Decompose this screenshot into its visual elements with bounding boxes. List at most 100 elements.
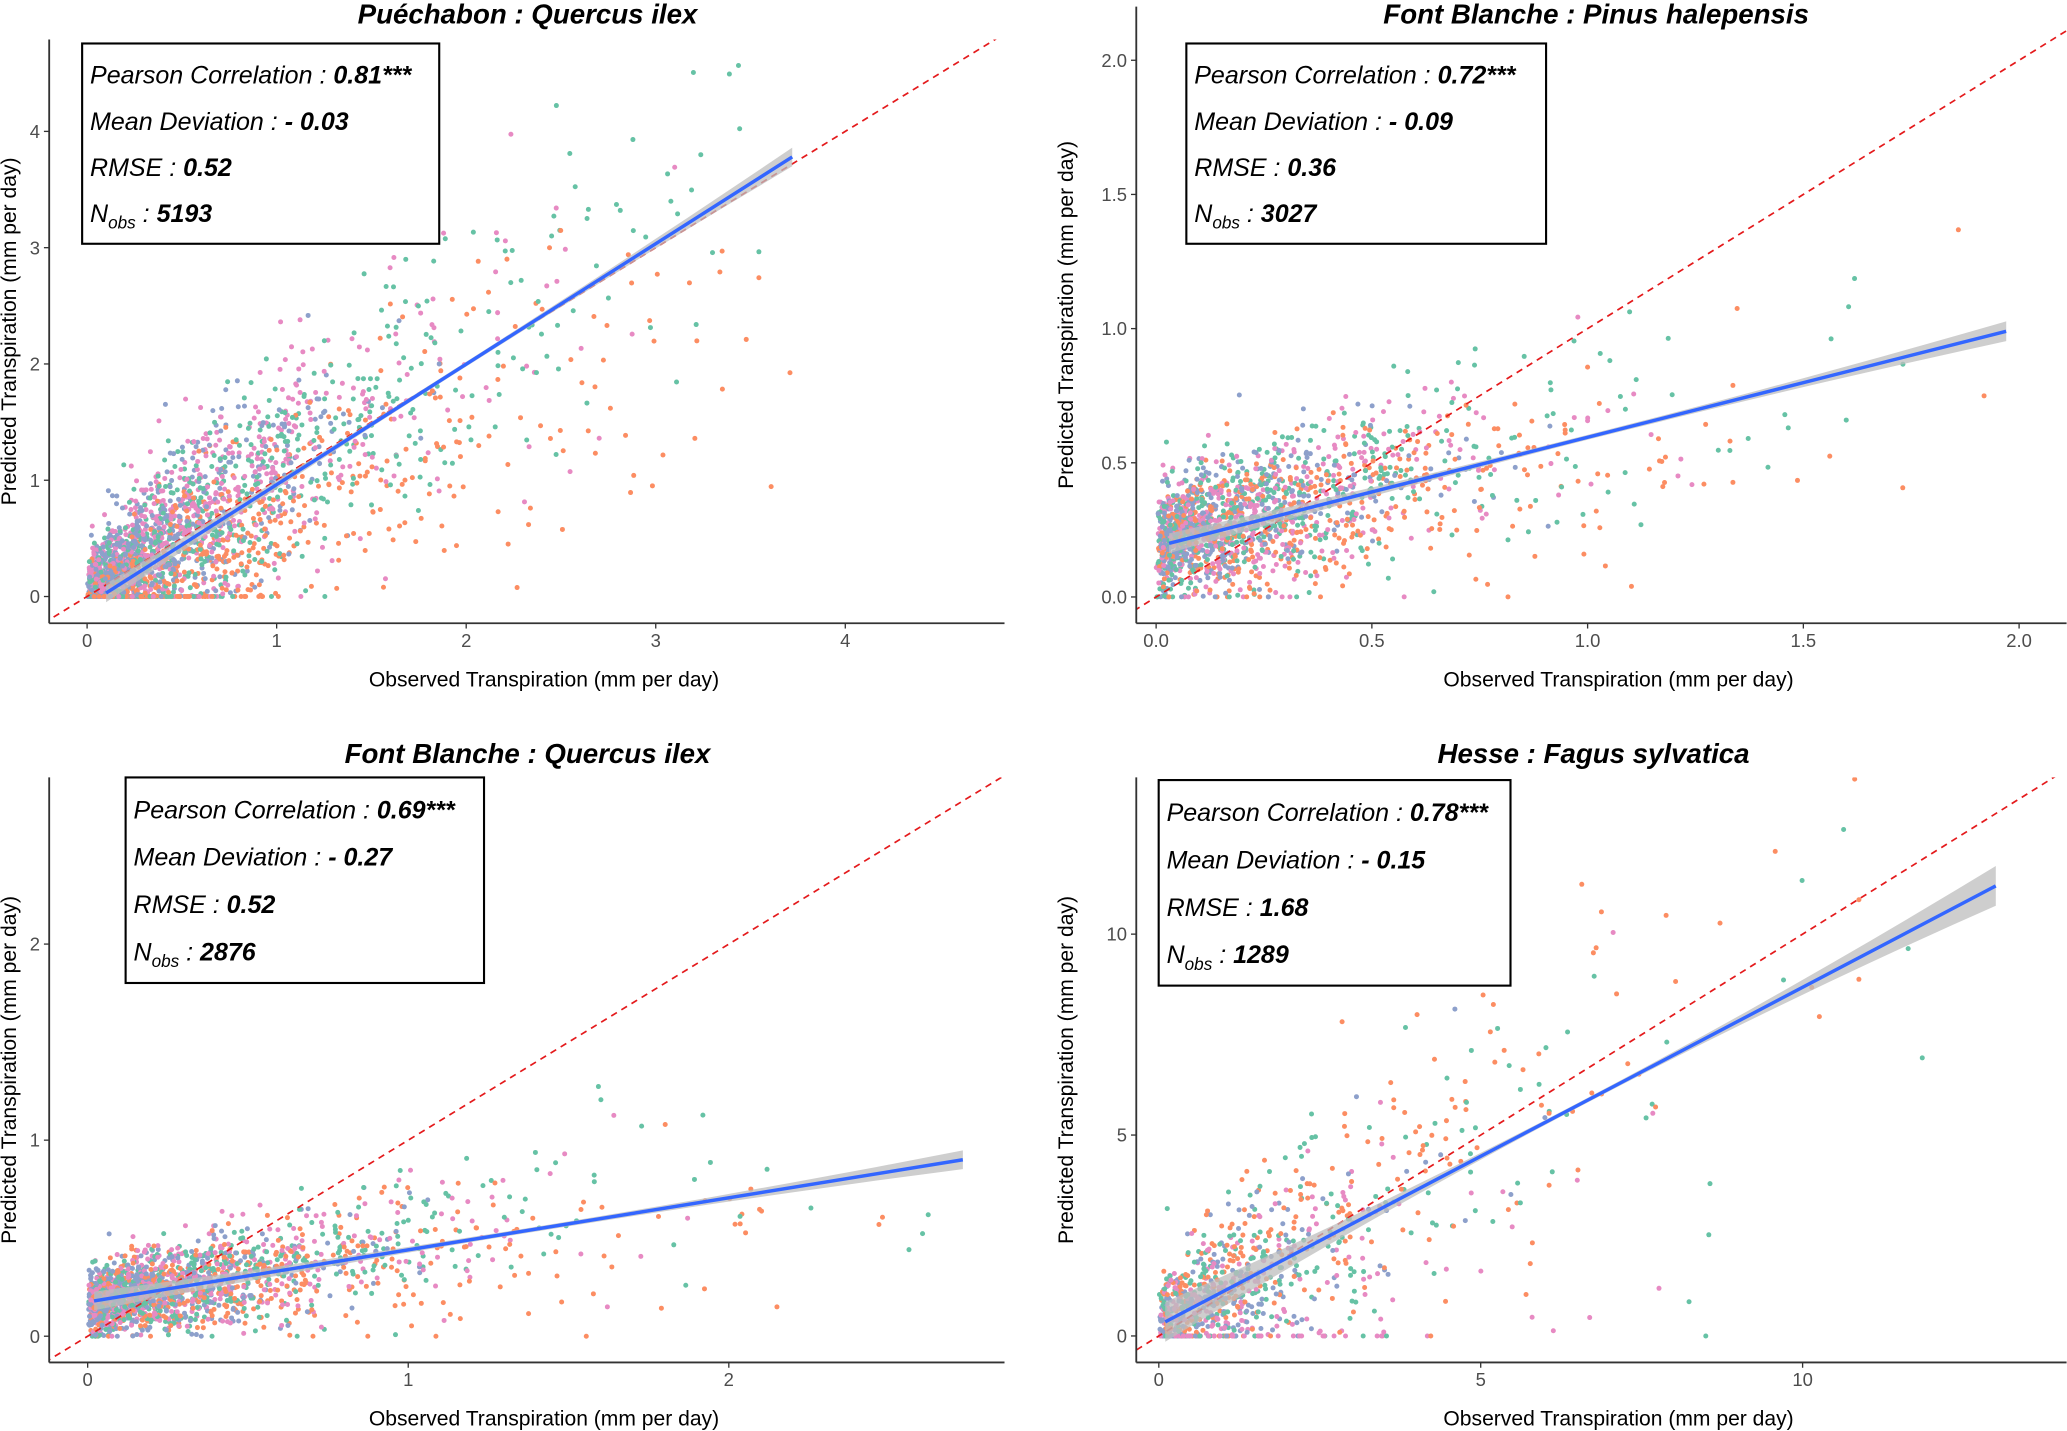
data-point — [1246, 557, 1252, 563]
data-point — [283, 416, 289, 422]
data-point — [446, 418, 452, 424]
data-point — [1339, 517, 1345, 523]
data-point — [1605, 408, 1611, 414]
data-point — [1252, 564, 1258, 570]
data-point — [272, 517, 278, 523]
data-point — [1422, 385, 1428, 391]
data-point — [268, 594, 274, 600]
data-point — [1220, 451, 1226, 457]
data-point — [1271, 490, 1277, 496]
data-point — [174, 523, 180, 529]
data-point — [268, 436, 274, 442]
data-point — [194, 466, 200, 472]
data-point — [493, 230, 499, 236]
data-point — [1622, 406, 1628, 412]
data-point — [151, 501, 157, 507]
data-point — [347, 448, 353, 454]
data-point — [186, 570, 192, 576]
data-point — [1405, 433, 1411, 439]
data-point — [163, 483, 169, 489]
data-point — [275, 594, 281, 600]
data-point — [202, 558, 208, 564]
data-point — [1346, 571, 1352, 577]
data-point — [218, 428, 224, 434]
data-point — [1451, 508, 1457, 514]
data-point — [1303, 513, 1309, 519]
data-point — [200, 486, 206, 492]
data-point — [1524, 472, 1531, 478]
data-point — [285, 438, 291, 444]
data-point — [1210, 561, 1216, 567]
data-point — [160, 510, 166, 516]
data-point — [286, 420, 292, 427]
data-point — [1333, 560, 1339, 566]
data-point — [161, 1231, 167, 1237]
data-point — [1373, 470, 1379, 476]
data-point — [127, 511, 133, 517]
data-point — [1256, 446, 1262, 452]
data-point — [1160, 544, 1166, 550]
data-point — [607, 405, 613, 411]
data-point — [1473, 410, 1479, 416]
data-point — [1290, 528, 1296, 534]
data-point — [382, 576, 388, 582]
stat-label: N — [90, 200, 109, 228]
data-point — [204, 504, 210, 510]
data-point — [1312, 527, 1318, 533]
data-point — [179, 578, 185, 584]
data-point — [247, 539, 253, 545]
data-point — [604, 322, 610, 328]
data-point — [161, 524, 167, 530]
data-point — [260, 420, 266, 426]
data-point — [91, 540, 97, 546]
data-point — [1276, 447, 1282, 453]
data-point — [1446, 438, 1452, 444]
data-point — [1602, 563, 1608, 569]
data-point — [143, 507, 149, 513]
data-point — [391, 254, 397, 260]
data-point — [1220, 558, 1226, 564]
data-point — [131, 511, 137, 517]
data-point — [1156, 567, 1162, 573]
data-point — [1408, 466, 1414, 472]
data-point — [662, 1122, 668, 1128]
data-point — [492, 424, 498, 430]
data-point — [524, 437, 530, 443]
data-point — [1291, 537, 1297, 543]
data-point — [1272, 446, 1278, 452]
data-point — [308, 417, 314, 423]
x-tick-label: 4 — [840, 630, 850, 651]
data-point — [488, 1178, 494, 1184]
data-point — [1628, 583, 1634, 589]
data-point — [273, 460, 279, 466]
data-point — [1170, 498, 1176, 504]
data-point — [278, 319, 284, 325]
data-point — [1307, 437, 1313, 443]
stat-label: : — [136, 200, 157, 228]
data-point — [453, 543, 459, 549]
data-point — [1505, 594, 1511, 600]
data-point — [291, 486, 297, 492]
data-point — [142, 552, 148, 558]
data-point — [321, 522, 327, 528]
data-point — [1431, 589, 1437, 595]
data-point — [1423, 450, 1429, 456]
data-point — [1389, 495, 1395, 501]
data-point — [155, 473, 161, 479]
data-point — [254, 486, 260, 492]
data-point — [1200, 520, 1206, 526]
data-point — [735, 62, 741, 68]
data-point — [596, 435, 602, 441]
data-point — [1227, 468, 1233, 474]
data-point — [1343, 441, 1349, 447]
data-point — [177, 594, 183, 600]
data-point — [1353, 429, 1359, 435]
data-point — [307, 399, 313, 405]
data-point — [105, 488, 111, 494]
data-point — [150, 594, 156, 600]
data-point — [234, 378, 240, 384]
data-point — [756, 249, 762, 255]
data-point — [1308, 549, 1314, 555]
data-point — [1257, 594, 1263, 600]
data-point — [398, 413, 404, 419]
